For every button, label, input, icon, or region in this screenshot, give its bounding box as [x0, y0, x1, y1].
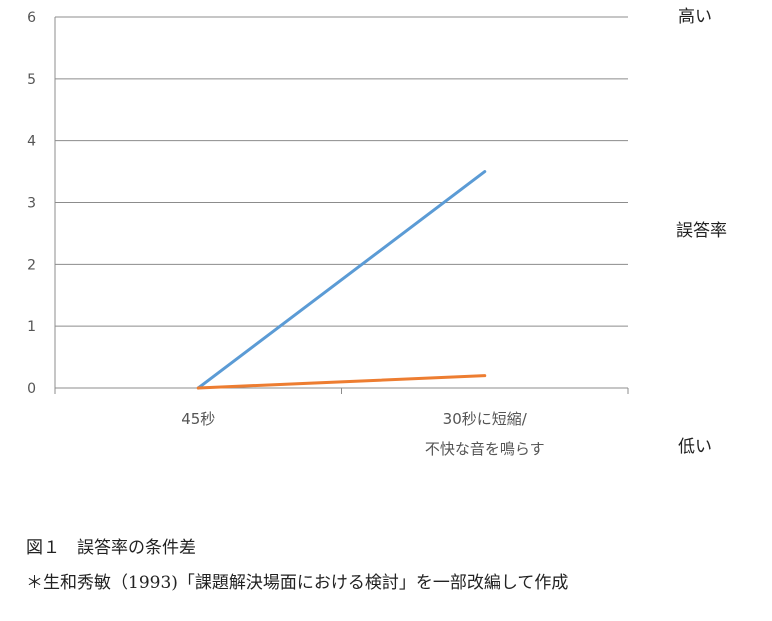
- y-tick-label: 5: [27, 72, 36, 88]
- y-tick-label: 2: [27, 257, 36, 273]
- x-tick-label: 45秒: [181, 410, 215, 428]
- figure-caption: 図１ 誤答率の条件差: [26, 538, 196, 558]
- y-tick-label: 4: [27, 134, 36, 150]
- x-tick-label: 30秒に短縮/不快な音を鳴らす: [425, 410, 545, 458]
- y-tick-label: 0: [27, 381, 36, 397]
- y-tick-label: 3: [27, 196, 36, 212]
- line-chart: 0 1 2 3 4 5 6 45秒 30秒に短縮/不快な音を鳴らす: [27, 10, 629, 458]
- right-axis-label-high: 高い: [678, 7, 712, 27]
- source-note: ＊生和秀敏（1993)「課題解決場面における検討」を一部改編して作成: [26, 573, 569, 593]
- series-line-2: [196, 374, 487, 390]
- y-tick-label: 6: [27, 10, 36, 26]
- y-tick-label: 1: [27, 319, 36, 335]
- right-axis-label-low: 低い: [678, 437, 712, 457]
- right-axis-label-title: 誤答率: [676, 221, 727, 241]
- series-line-1: [196, 170, 487, 390]
